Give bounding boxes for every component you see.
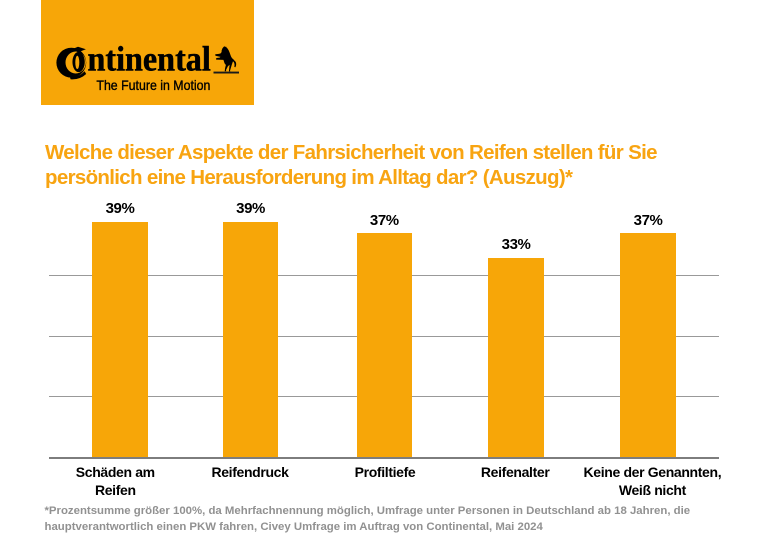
svg-text:ntinental: ntinental — [88, 40, 212, 79]
svg-text:The Future in Motion: The Future in Motion — [96, 77, 210, 93]
